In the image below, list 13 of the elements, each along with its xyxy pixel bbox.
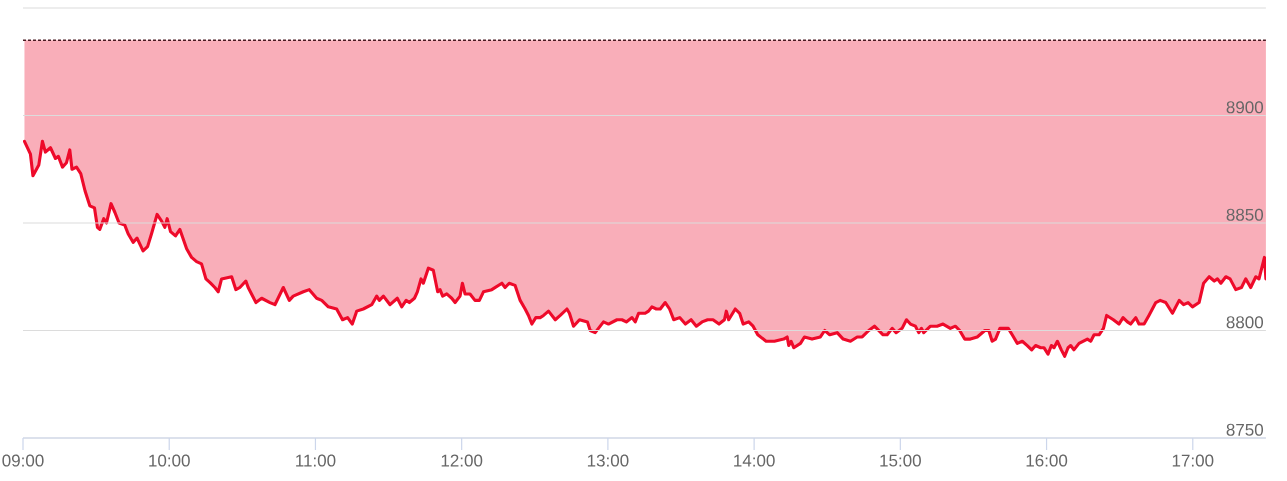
y-tick-label: 8900 bbox=[1226, 101, 1264, 114]
x-tick-label: 13:00 bbox=[587, 454, 629, 467]
y-tick-label: 8750 bbox=[1226, 423, 1264, 436]
x-tick-label: 11:00 bbox=[296, 454, 336, 467]
x-tick-label: 10:00 bbox=[149, 454, 190, 467]
x-tick-label: 14:00 bbox=[734, 454, 775, 467]
y-tick-label: 8850 bbox=[1226, 208, 1264, 221]
y-tick-label: 8800 bbox=[1226, 316, 1264, 329]
x-tick-label: 09:00 bbox=[2, 454, 44, 467]
x-tick-label: 15:00 bbox=[880, 454, 921, 467]
x-tick-label: 16:00 bbox=[1026, 454, 1068, 467]
x-tick-label: 12:00 bbox=[441, 454, 483, 467]
x-tick-label: 17:00 bbox=[1172, 454, 1214, 467]
